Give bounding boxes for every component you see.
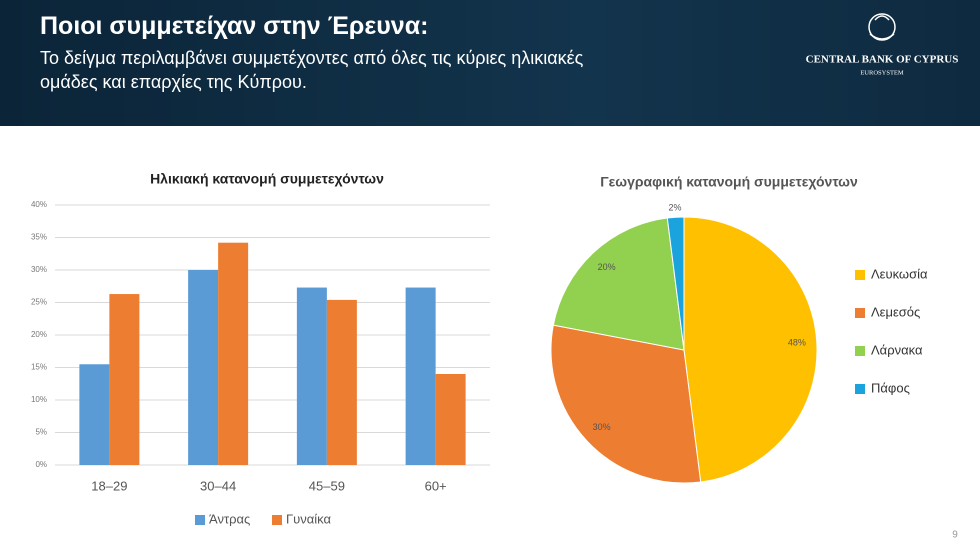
chart-title: Γεωγραφική κατανομή συμμετεχόντων [600, 174, 858, 190]
legend-swatch [855, 308, 865, 318]
logo-name: CENTRAL BANK OF CYPRUS [806, 54, 959, 66]
y-tick-label: 5% [35, 428, 47, 437]
bar [296, 287, 327, 465]
pie-slice [550, 324, 702, 484]
legend-label: Λεμεσός [871, 304, 920, 319]
legend-swatch [855, 346, 865, 356]
y-tick-label: 0% [35, 460, 47, 469]
y-tick-label: 15% [31, 363, 47, 372]
y-tick-label: 35% [31, 233, 47, 242]
pie-slice [683, 216, 818, 483]
pie-slice [552, 217, 685, 351]
x-tick-label: 60+ [425, 478, 447, 493]
bar [435, 374, 466, 465]
bar [79, 364, 110, 465]
data-label: 20% [598, 262, 616, 272]
data-label: 48% [788, 337, 806, 347]
chart-title: Ηλικιακή κατανομή συμμετεχόντων [150, 171, 384, 187]
y-tick-label: 30% [31, 265, 47, 274]
header: Ποιοι συμμετείχαν στην Έρευνα: Το δείγμα… [0, 0, 980, 126]
slide-subtitle: Το δείγμα περιλαμβάνει συμμετέχοντες από… [40, 48, 584, 92]
y-tick-label: 10% [31, 395, 47, 404]
y-tick-label: 40% [31, 200, 47, 209]
legend-label: Λάρνακα [871, 342, 923, 357]
pie-slice [666, 216, 685, 351]
legend-swatch [855, 270, 865, 280]
bar [109, 294, 140, 465]
logo-tagline: EUROSYSTEM [860, 69, 904, 76]
y-tick-label: 20% [31, 330, 47, 339]
data-label: 30% [593, 422, 611, 432]
legend-label: Πάφος [871, 380, 910, 395]
data-label: 2% [669, 202, 682, 212]
legend-swatch [272, 515, 282, 525]
legend-label: Λευκωσία [871, 266, 928, 281]
legend-swatch [195, 515, 205, 525]
legend-label: Άντρας [209, 511, 250, 526]
x-tick-label: 30–44 [200, 478, 236, 493]
bar [218, 242, 249, 465]
x-tick-label: 45–59 [309, 478, 345, 493]
bar [326, 299, 357, 465]
bar [405, 287, 436, 465]
legend-label: Γυναίκα [286, 511, 332, 526]
logo-emblem [868, 13, 896, 41]
legend-swatch [855, 384, 865, 394]
y-tick-label: 25% [31, 298, 47, 307]
slide-title: Ποιοι συμμετείχαν στην Έρευνα: [40, 12, 429, 40]
bar [188, 270, 219, 465]
x-tick-label: 18–29 [91, 478, 127, 493]
page-number: 9 [952, 530, 958, 541]
